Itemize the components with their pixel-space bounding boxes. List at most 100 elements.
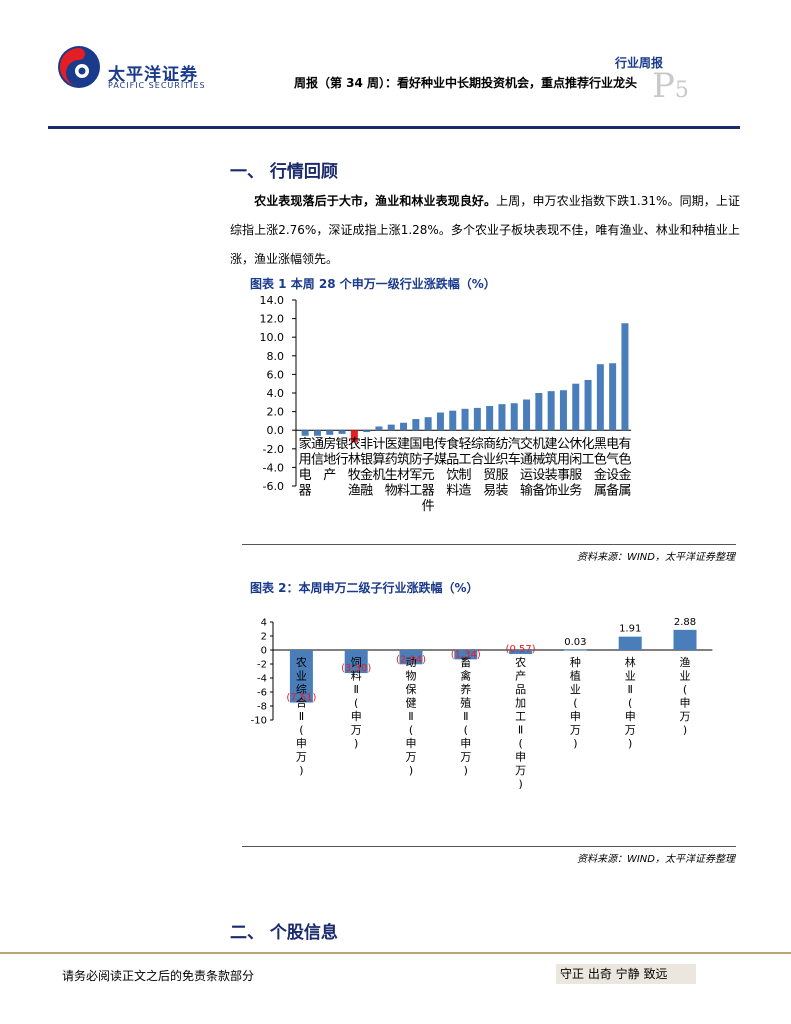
bar: [454, 650, 478, 660]
figure2-source: 资料来源：WIND，太平洋证券整理: [576, 854, 735, 865]
figure2-title: 图表 2：本周申万二级子行业涨跌幅（%）: [250, 581, 479, 595]
x-tick-label: 银行: [336, 437, 349, 468]
y-tick-label: -4.0: [263, 461, 284, 474]
bar: [572, 383, 580, 431]
bar: [387, 424, 395, 431]
bar: [375, 426, 383, 431]
bar: [301, 430, 309, 436]
x-tick-label: 房地产: [323, 436, 336, 483]
x-tick-label: 农产品加工 Ⅱ (申万): [515, 655, 526, 791]
x-tick-label: 林业 Ⅱ (申万): [625, 655, 636, 750]
x-tick-label: 通信: [311, 437, 324, 468]
section-title-market-review: 一、 行情回顾: [230, 162, 338, 182]
data-label: 2.88: [674, 617, 696, 628]
x-tick-label: 饲料 Ⅱ (申万): [351, 656, 362, 750]
y-tick-label: 10.0: [260, 331, 285, 344]
y-tick-label: -6.0: [263, 480, 284, 493]
x-tick-label: 黑色金属: [594, 437, 607, 499]
y-tick-label: 8.0: [267, 350, 285, 363]
x-tick-label: 渔业(申万): [680, 656, 691, 737]
x-tick-label: 传媒: [434, 437, 447, 468]
bar: [596, 364, 604, 431]
bar: [400, 422, 408, 431]
bar: [326, 430, 334, 435]
bar: [509, 650, 533, 654]
page-number: P5: [652, 66, 689, 106]
bar: [424, 417, 432, 431]
figure1-source: 资料来源：WIND，太平洋证券整理: [576, 552, 735, 563]
x-tick-label: 家用电器: [299, 436, 312, 499]
x-tick-label: 电子元器件: [422, 437, 435, 514]
x-tick-label: 国防军工: [409, 437, 422, 499]
bar: [436, 412, 444, 431]
figure2-rule: [242, 846, 736, 847]
bar: [609, 363, 617, 431]
y-tick-label: 12.0: [260, 313, 285, 326]
report-title: 周报（第 34 周）：看好种业中长期投资机会，重点推荐行业龙头: [293, 76, 637, 90]
bar: [523, 399, 531, 431]
page-header: 太平洋证券 PACIFIC SECURITIES 行业周报 周报（第 34 周）…: [0, 0, 791, 140]
data-label: (3.30): [341, 663, 371, 674]
x-tick-label: 化工: [582, 437, 595, 468]
figure1-title: 图表 1 本周 28 个申万一级行业涨跌幅（%）: [250, 277, 496, 291]
x-tick-label: 综合: [471, 437, 484, 468]
bar: [350, 430, 358, 443]
bar: [535, 393, 543, 431]
y-tick-label: -2: [257, 660, 267, 671]
bar: [621, 323, 629, 431]
bar: [498, 404, 506, 431]
y-tick-label: 4.0: [267, 387, 285, 400]
x-tick-label: 动物保健 Ⅱ (申万): [406, 656, 417, 777]
footer-divider: [0, 952, 791, 954]
bar: [473, 407, 481, 431]
y-tick-label: 2.0: [267, 406, 285, 419]
data-label: (1.34): [451, 649, 481, 660]
figure1-rule: [242, 544, 736, 545]
bar: [363, 430, 371, 433]
paragraph-lead: 农业表现落后于大市，渔业和林业表现良好。: [254, 194, 497, 208]
y-tick-label: -10: [251, 716, 267, 727]
x-tick-label: 电气设备: [606, 437, 619, 499]
report-type: 行业周报: [614, 56, 663, 70]
y-tick-label: -6: [257, 688, 267, 699]
x-tick-label: 农林牧渔: [348, 437, 361, 499]
data-label: (0.57): [506, 644, 536, 655]
data-label: 0.03: [564, 637, 586, 648]
y-tick-label: 0.0: [267, 424, 285, 437]
x-tick-label: 建筑材料: [397, 437, 410, 499]
x-tick-label: 畜禽养殖 Ⅱ (申万): [460, 655, 471, 777]
y-tick-label: 2: [261, 632, 267, 643]
bar: [313, 430, 321, 436]
bar: [344, 650, 368, 674]
chart-subindustry-returns: 4 2 0 -2 -4 -6 -8 -10 农业综合 Ⅱ (申万) 饲料 Ⅱ (申万) 动物保健 Ⅱ (申万) 畜…: [251, 617, 713, 791]
x-tick-label: 商业贸易: [483, 437, 496, 499]
x-tick-label: 机械设备: [532, 437, 545, 499]
y-tick-label: -4: [257, 674, 267, 685]
bar: [559, 390, 567, 431]
x-tick-label: 农业综合 Ⅱ (申万): [296, 655, 307, 777]
data-label: 1.91: [619, 624, 641, 635]
x-tick-label: 公用事业: [557, 437, 570, 499]
paragraph-body: 上周，申万农业指数下跌1.31%。同期，上证综指上涨2.76%，深证成指上涨1.…: [230, 194, 740, 266]
section-title-stock-info: 二、 个股信息: [230, 923, 338, 943]
x-tick-label: 轻工制造: [459, 437, 472, 499]
x-tick-label: 交通运输: [520, 436, 533, 499]
bar: [486, 406, 494, 431]
y-tick-label: 0: [261, 646, 267, 657]
x-tick-label: 种植业(申万): [570, 655, 581, 750]
x-tick-label: 计算机: [372, 437, 385, 483]
x-tick-label: 汽车: [508, 437, 521, 468]
y-tick-label: 6.0: [267, 368, 285, 381]
bar: [584, 379, 592, 431]
pacific-securities-logo: [58, 46, 100, 88]
market-review-paragraph: 农业表现落后于大市，渔业和林业表现良好。上周，申万农业指数下跌1.31%。同期，…: [230, 187, 740, 274]
bar: [449, 410, 457, 431]
y-tick-label: -2.0: [263, 443, 284, 456]
chart-industry-returns: 14.0 12.0 10.0 8.0 6.0 4.0 2.0 0.0 -2.0 -4.0 -6.0 家…: [260, 294, 632, 514]
x-tick-label: 有色金属: [618, 437, 631, 499]
x-tick-label: 纺织服装: [495, 437, 508, 499]
page-letter: P: [652, 66, 675, 106]
footer-disclaimer: 请务必阅读正文之后的免责条款部分: [62, 969, 255, 983]
bar: [563, 649, 587, 651]
bar: [510, 403, 518, 431]
